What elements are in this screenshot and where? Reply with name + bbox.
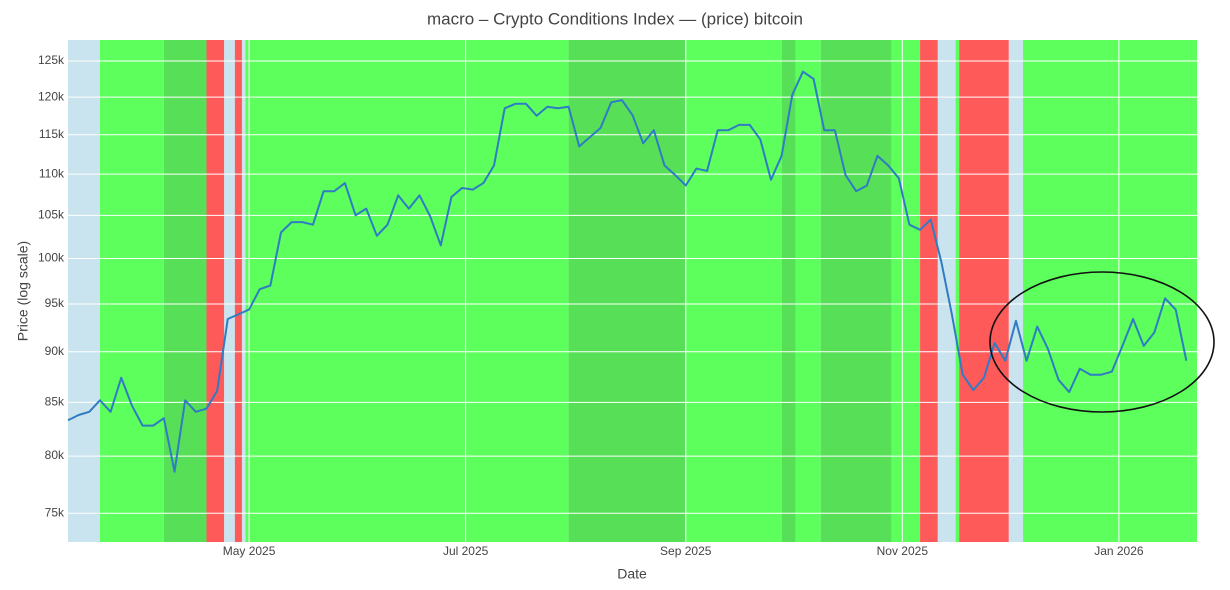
regime-band <box>234 40 242 542</box>
regime-band <box>68 40 100 542</box>
x-tick-label: Jul 2025 <box>443 544 489 558</box>
annotation-circle <box>989 271 1215 413</box>
regime-band <box>781 40 796 542</box>
y-tick-label: 125k <box>38 53 65 67</box>
y-tick-label: 80k <box>45 448 65 462</box>
x-tick-label: May 2025 <box>223 544 276 558</box>
regime-band <box>959 40 1009 542</box>
regime-band <box>163 40 207 542</box>
regime-bands <box>68 40 1197 542</box>
y-tick-label: 115k <box>39 127 65 141</box>
x-tick-label: Sep 2025 <box>660 544 712 558</box>
y-tick-label: 105k <box>38 208 65 222</box>
regime-band <box>206 40 225 542</box>
y-tick-label: 120k <box>38 89 65 103</box>
regime-band <box>955 40 960 542</box>
regime-band <box>891 40 921 542</box>
price-line <box>67 70 1188 473</box>
regime-band <box>685 40 782 542</box>
y-tick-label: 95k <box>45 296 65 310</box>
labels: 75k 80k 85k 90k 95k 100k 105k 110k 115k 120k 125k M… <box>38 53 1144 558</box>
regime-band <box>224 40 235 542</box>
y-tick-label: 110k <box>39 166 65 180</box>
regime-band <box>920 40 938 542</box>
x-tick-label: Nov 2025 <box>877 544 929 558</box>
regime-band <box>820 40 892 542</box>
y-axis-title: Price (log scale) <box>15 241 31 341</box>
regime-band <box>795 40 821 542</box>
regime-band <box>245 40 569 542</box>
regime-band <box>568 40 686 542</box>
y-tick-label: 90k <box>45 344 65 358</box>
plot <box>67 70 1188 473</box>
regime-band <box>1008 40 1024 542</box>
y-tick-label: 75k <box>45 505 65 519</box>
y-tick-label: 100k <box>38 251 65 265</box>
y-tick-label: 85k <box>45 395 65 409</box>
x-tick-label: Jan 2026 <box>1094 544 1144 558</box>
regime-band <box>1023 40 1197 542</box>
regime-band <box>241 40 246 542</box>
regime-band <box>99 40 164 542</box>
chart-title: macro – Crypto Conditions Index — (price… <box>427 9 803 28</box>
x-axis-title: Date <box>617 566 647 582</box>
